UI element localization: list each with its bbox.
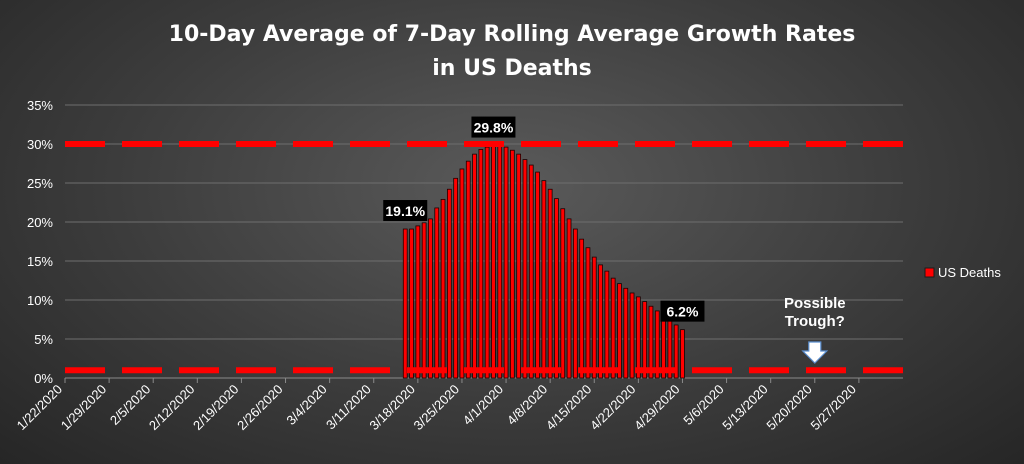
x-tick-label: 4/22/2020 xyxy=(587,382,639,434)
y-tick-label: 0% xyxy=(34,371,53,386)
x-tick-label: 3/25/2020 xyxy=(411,382,463,434)
bar xyxy=(421,222,427,379)
bar-series-us-deaths xyxy=(402,145,685,379)
bar xyxy=(535,171,540,379)
bar xyxy=(491,145,496,379)
bar xyxy=(673,324,679,379)
bar xyxy=(409,228,414,379)
legend-label-us-deaths: US Deaths xyxy=(938,265,1001,280)
bar xyxy=(680,329,685,379)
bar xyxy=(604,270,610,379)
bar xyxy=(472,153,477,379)
x-tick-label: 1/22/2020 xyxy=(14,382,66,434)
bar xyxy=(566,218,572,379)
bar xyxy=(434,207,440,379)
bar xyxy=(503,146,509,379)
bar xyxy=(579,238,585,379)
x-tick-label: 5/20/2020 xyxy=(763,382,815,434)
bar xyxy=(629,292,635,379)
data-labels: 19.1% 29.8% 6.2% xyxy=(383,116,705,322)
bar xyxy=(497,145,503,379)
data-label-box xyxy=(383,200,428,222)
bar xyxy=(560,208,566,379)
y-tick-label: 35% xyxy=(27,98,53,113)
data-label: 29.8% xyxy=(471,116,516,138)
y-tick-label: 15% xyxy=(27,254,53,269)
bar xyxy=(617,283,622,379)
bar xyxy=(478,149,484,379)
y-tick-label: 10% xyxy=(27,293,53,308)
x-tick-label: 4/15/2020 xyxy=(543,382,595,434)
bar xyxy=(459,168,465,379)
bar xyxy=(610,277,616,379)
bar xyxy=(415,225,421,379)
annotation-text: Trough? xyxy=(785,313,845,330)
legend: US Deaths xyxy=(924,265,1001,280)
data-label-box xyxy=(471,116,516,138)
bar xyxy=(446,188,452,379)
bar xyxy=(554,198,559,379)
data-label: 6.2% xyxy=(660,300,705,322)
data-label: 19.1% xyxy=(383,200,428,222)
bar xyxy=(528,164,534,379)
y-tick-label: 20% xyxy=(27,215,53,230)
x-tick-label: 4/1/2020 xyxy=(460,382,506,428)
chart-title: 10-Day Average of 7-Day Rolling Average … xyxy=(169,22,856,47)
data-label-text: 19.1% xyxy=(385,203,425,219)
x-tick-label: 4/29/2020 xyxy=(631,382,683,434)
x-tick-label: 5/27/2020 xyxy=(808,382,860,434)
bar xyxy=(636,296,641,379)
bar xyxy=(516,153,522,379)
annotation-text: Possible xyxy=(784,295,846,312)
bar xyxy=(648,305,654,379)
x-tick-label: 5/13/2020 xyxy=(719,382,771,434)
bar xyxy=(465,160,471,379)
x-tick-label: 3/18/2020 xyxy=(366,382,418,434)
x-tick-label: 1/29/2020 xyxy=(58,382,110,434)
bar xyxy=(428,218,433,379)
y-tick-label: 30% xyxy=(27,137,53,152)
down-arrow-icon xyxy=(801,341,829,364)
y-axis-tick-labels: 0% 5% 10% 15% 20% 25% 30% 35% xyxy=(27,98,53,386)
bar xyxy=(623,287,629,379)
x-tick-label: 2/26/2020 xyxy=(234,382,286,434)
bar xyxy=(591,256,597,379)
data-label-text: 29.8% xyxy=(474,120,514,136)
x-tick-label: 3/11/2020 xyxy=(323,382,374,433)
x-tick-label: 2/12/2020 xyxy=(146,382,198,434)
bar xyxy=(453,177,458,379)
y-tick-label: 25% xyxy=(27,176,53,191)
bar xyxy=(585,247,591,379)
bar xyxy=(598,264,603,379)
bar xyxy=(547,188,553,379)
bar xyxy=(654,310,660,379)
chart-subtitle: in US Deaths xyxy=(432,56,592,81)
bar xyxy=(440,198,446,379)
bar xyxy=(573,228,578,379)
x-tick-label: 2/19/2020 xyxy=(190,382,242,434)
x-axis-tick-labels: 1/22/20201/29/20202/5/20202/12/20202/19/… xyxy=(14,378,860,434)
bar xyxy=(402,228,408,379)
bar xyxy=(484,146,490,379)
data-label-box xyxy=(660,300,705,322)
y-tick-label: 5% xyxy=(34,332,53,347)
bar xyxy=(642,301,648,379)
bar xyxy=(510,149,515,379)
legend-swatch xyxy=(924,267,935,278)
bar xyxy=(522,159,528,379)
data-label-text: 6.2% xyxy=(667,304,699,320)
reference-lines xyxy=(65,141,903,374)
bar xyxy=(541,180,547,379)
